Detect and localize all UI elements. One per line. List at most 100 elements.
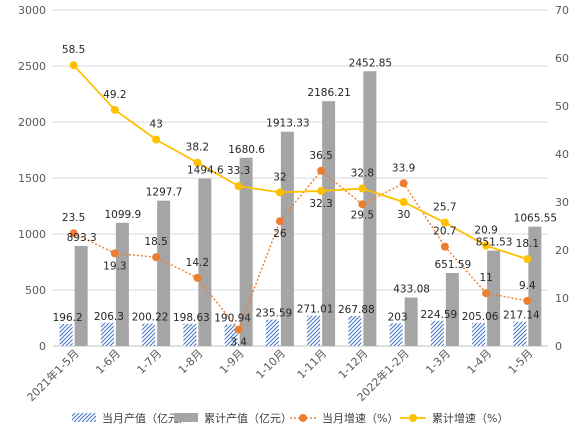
label-cumulative-growth: 20.9: [474, 225, 497, 237]
right-tick-label: 30: [555, 196, 569, 209]
label-cumulative-output: 1680.6: [228, 144, 265, 156]
label-monthly-growth: 20.7: [433, 226, 456, 238]
label-monthly-output: 196.2: [53, 312, 83, 324]
point-cumulative-growth: [193, 158, 202, 167]
bar-cumulative-output: [322, 101, 336, 347]
category-label: 1-9月: [217, 347, 247, 377]
label-monthly-growth: 23.5: [62, 212, 85, 224]
label-monthly-growth: 33.9: [392, 162, 415, 174]
category-label: 1-4月: [465, 347, 495, 377]
legend: 当月产值（亿元） 累计产值（亿元） 当月增速（%） 累计增速（%）: [72, 411, 508, 425]
label-cumulative-growth: 32: [273, 171, 286, 183]
bar-monthly-output: [513, 321, 527, 346]
label-monthly-output: 190.94: [214, 313, 251, 325]
point-cumulative-growth: [358, 184, 367, 193]
bar-cumulative-output: [74, 245, 88, 346]
bar-cumulative-output: [239, 157, 253, 346]
label-cumulative-growth: 25.7: [433, 202, 456, 214]
point-monthly-growth: [234, 325, 243, 334]
label-cumulative-output: 1297.7: [146, 187, 183, 199]
label-cumulative-growth: 58.5: [62, 44, 85, 56]
label-monthly-output: 224.59: [421, 309, 458, 321]
label-cumulative-growth: 49.2: [103, 89, 126, 101]
legend-marker-monthly-growth: [299, 414, 307, 422]
category-label: 2021年1-5月: [24, 346, 82, 404]
category-label: 1-12月: [336, 347, 371, 382]
label-cumulative-output: 1099.9: [105, 209, 142, 221]
bar-monthly-output: [183, 323, 197, 346]
point-cumulative-growth: [152, 135, 161, 144]
gridlines: [53, 9, 548, 347]
bar-cumulative-output: [115, 222, 129, 346]
left-tick-label: 2000: [18, 116, 46, 129]
bar-cumulative-output: [445, 273, 459, 346]
right-tick-label: 70: [555, 4, 569, 17]
label-monthly-growth: 18.5: [144, 236, 167, 248]
point-cumulative-growth: [440, 218, 449, 227]
right-tick-label: 10: [555, 292, 569, 305]
lines: [69, 61, 532, 334]
point-monthly-growth: [399, 179, 408, 188]
legend-label-monthly-growth: 当月增速（%）: [322, 411, 398, 425]
bar-monthly-output: [224, 324, 238, 346]
left-axis-ticks: 0 500 1000 1500 2000 2500 3000: [18, 4, 46, 353]
legend-swatch-cumulative-output: [174, 413, 198, 422]
legend-label-monthly-output: 当月产值（亿元）: [102, 411, 190, 425]
label-cumulative-output: 2452.85: [349, 57, 392, 69]
point-cumulative-growth: [234, 182, 243, 191]
point-cumulative-growth: [399, 198, 408, 206]
bars: [59, 71, 542, 347]
point-monthly-growth: [482, 289, 491, 298]
point-monthly-growth: [152, 253, 161, 262]
bar-monthly-output: [142, 323, 156, 346]
label-monthly-output: 203: [388, 311, 408, 323]
point-monthly-growth: [358, 200, 367, 209]
point-monthly-growth: [110, 249, 119, 258]
bar-cumulative-output: [280, 131, 294, 346]
category-label: 1-11月: [295, 347, 330, 382]
left-tick-label: 1500: [18, 172, 46, 185]
label-cumulative-growth: 32.8: [351, 168, 374, 180]
label-cumulative-output: 2186.21: [307, 87, 350, 99]
category-label: 1-3月: [423, 347, 453, 377]
label-monthly-growth: 14.2: [186, 257, 209, 269]
left-tick-label: 3000: [18, 4, 46, 17]
label-cumulative-output: 1065.55: [514, 213, 557, 225]
line-cumulative-growth: [72, 64, 528, 260]
right-tick-label: 60: [555, 52, 569, 65]
right-tick-label: 50: [555, 100, 569, 113]
category-label: 1-5月: [506, 347, 536, 377]
bar-monthly-output: [348, 315, 362, 346]
point-monthly-growth: [69, 229, 78, 238]
category-labels: 2021年1-5月 1-6月 1-7月 1-8月 1-9月 1-10月 1-11月 1-12月…: [24, 346, 536, 404]
point-cumulative-growth: [275, 188, 284, 197]
point-monthly-growth: [193, 273, 202, 282]
legend-marker-cumulative-growth: [409, 414, 417, 422]
label-cumulative-growth: 38.2: [186, 142, 209, 154]
label-cumulative-output: 433.08: [393, 283, 430, 295]
category-label: 1-10月: [253, 347, 288, 382]
line-monthly-growth: [73, 169, 528, 332]
bar-cumulative-output: [157, 200, 171, 346]
label-monthly-output: 198.63: [173, 312, 210, 324]
label-monthly-growth: 19.3: [103, 260, 126, 272]
right-tick-label: 40: [555, 148, 569, 161]
bar-monthly-output: [430, 320, 444, 346]
label-monthly-growth: 26: [273, 228, 287, 240]
point-monthly-growth: [523, 296, 532, 305]
bar-cumulative-output: [528, 226, 542, 346]
left-tick-label: 500: [25, 284, 46, 297]
data-labels: 196.2 206.3 200.22 198.63 190.94 235.59 271.01…: [53, 44, 557, 348]
bar-monthly-output: [59, 324, 73, 346]
bar-monthly-output: [472, 323, 486, 346]
label-cumulative-output: 1494.6: [187, 165, 224, 177]
label-cumulative-growth: 43: [149, 119, 162, 131]
label-monthly-growth: 11: [479, 272, 492, 284]
right-tick-label: 20: [555, 244, 569, 257]
bar-cumulative-output: [198, 178, 212, 346]
label-monthly-output: 205.06: [462, 311, 499, 323]
point-cumulative-growth: [523, 255, 532, 264]
label-monthly-growth: 29.5: [351, 209, 374, 221]
